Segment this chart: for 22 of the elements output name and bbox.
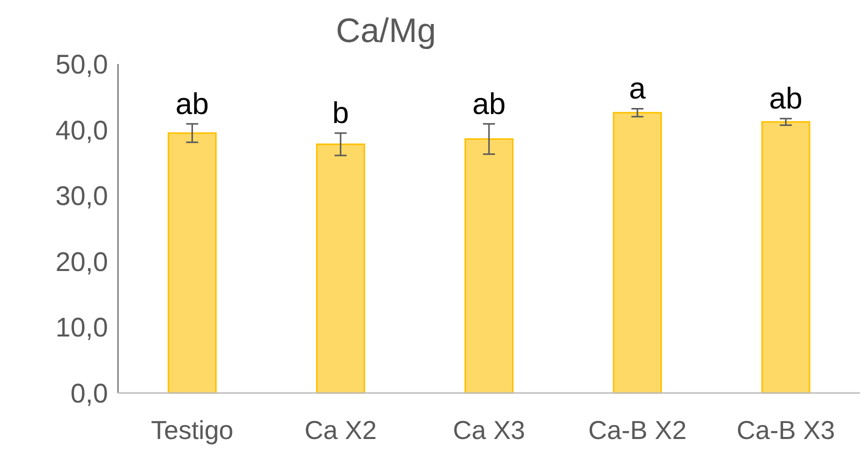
y-tick-label: 30,0 [55, 181, 108, 212]
bar [464, 138, 514, 394]
y-tick-label: 0,0 [70, 378, 108, 408]
annotation: a [629, 72, 646, 106]
y-tick-label: 20,0 [55, 246, 108, 277]
bar [761, 121, 810, 394]
x-tick-label: Ca X2 [304, 415, 377, 445]
bar [612, 112, 662, 394]
annotation: ab [472, 88, 506, 121]
x-tick-label: Ca X3 [452, 415, 526, 445]
x-tick-label: Ca-B X2 [588, 415, 687, 445]
annotation: ab [176, 88, 209, 121]
y-tick-label: 40,0 [55, 115, 108, 146]
bar [316, 144, 366, 394]
y-tick-label: 50,0 [55, 49, 108, 80]
chart-title: Ca/Mg [336, 12, 436, 50]
annotation: b [332, 97, 349, 130]
x-tick-label: Ca-B X3 [736, 415, 835, 445]
x-tick-label: Testigo [151, 415, 234, 445]
bar [168, 132, 217, 394]
annotation: ab [769, 82, 802, 116]
y-tick-label: 10,0 [55, 312, 108, 343]
